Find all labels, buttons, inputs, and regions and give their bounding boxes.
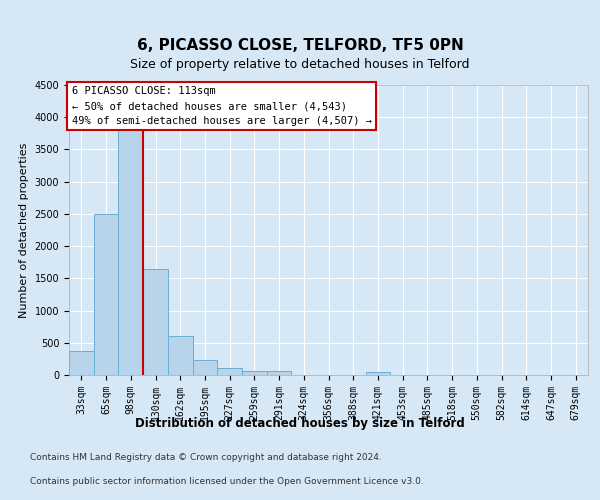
Bar xyxy=(242,372,267,375)
Bar xyxy=(94,214,118,375)
Bar xyxy=(118,130,143,375)
Text: Size of property relative to detached houses in Telford: Size of property relative to detached ho… xyxy=(130,58,470,71)
Bar xyxy=(168,336,193,375)
Bar xyxy=(365,372,390,375)
Text: Contains HM Land Registry data © Crown copyright and database right 2024.: Contains HM Land Registry data © Crown c… xyxy=(30,454,382,462)
Bar xyxy=(217,368,242,375)
Y-axis label: Number of detached properties: Number of detached properties xyxy=(19,142,29,318)
Bar xyxy=(193,360,217,375)
Text: 6 PICASSO CLOSE: 113sqm
← 50% of detached houses are smaller (4,543)
49% of semi: 6 PICASSO CLOSE: 113sqm ← 50% of detache… xyxy=(71,86,371,126)
Text: Distribution of detached houses by size in Telford: Distribution of detached houses by size … xyxy=(135,418,465,430)
Text: 6, PICASSO CLOSE, TELFORD, TF5 0PN: 6, PICASSO CLOSE, TELFORD, TF5 0PN xyxy=(137,38,463,52)
Bar xyxy=(267,372,292,375)
Bar xyxy=(69,351,94,375)
Text: Contains public sector information licensed under the Open Government Licence v3: Contains public sector information licen… xyxy=(30,477,424,486)
Bar xyxy=(143,268,168,375)
